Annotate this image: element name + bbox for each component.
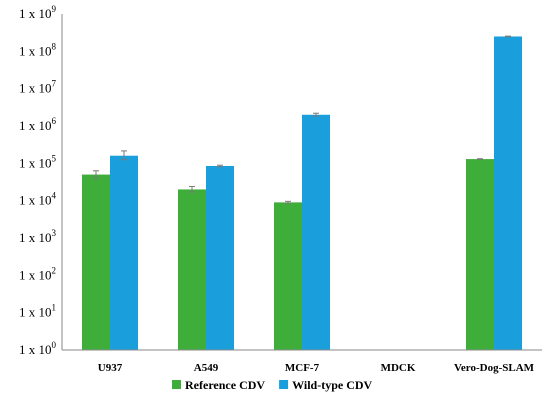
bar <box>274 202 302 350</box>
y-axis-ticks: 1 x 100 1 x 101 1 x 102 1 x 103 1 x 104 1 x 1… <box>19 4 57 357</box>
x-tick-label: Vero-Dog-SLAM <box>454 362 535 374</box>
x-axis-labels: U937 A549 MCF-7 MDCK Vero-Dog-SLAM <box>98 362 535 374</box>
legend-swatch <box>279 380 289 389</box>
y-tick-label: 1 x 102 <box>19 265 56 282</box>
bar <box>178 189 206 350</box>
legend-swatch <box>172 380 181 389</box>
legend-label: Reference CDV <box>185 378 265 392</box>
y-tick-label: 1 x 105 <box>19 153 57 170</box>
legend: Reference CDV Wild-type CDV <box>172 378 373 392</box>
y-tick-exponent: 7 <box>52 79 57 89</box>
bar <box>302 114 330 351</box>
bar <box>110 155 138 350</box>
y-tick-label: 1 x 108 <box>19 41 57 58</box>
y-tick-exponent: 2 <box>52 265 57 275</box>
y-tick-exponent: 5 <box>52 153 57 163</box>
y-tick-exponent: 4 <box>52 191 57 201</box>
bar <box>206 165 234 350</box>
bar <box>466 159 494 350</box>
legend-label: Wild-type CDV <box>292 378 372 392</box>
y-tick-label: 1 x 109 <box>19 4 57 21</box>
y-tick-label: 1 x 103 <box>19 228 57 245</box>
y-tick-label: 1 x 106 <box>19 116 57 133</box>
x-tick-label: MDCK <box>381 362 416 374</box>
y-tick-exponent: 3 <box>52 228 57 238</box>
y-tick-exponent: 0 <box>52 340 57 350</box>
y-tick-exponent: 1 <box>52 303 57 313</box>
y-tick-exponent: 6 <box>52 116 57 126</box>
x-tick-label: U937 <box>98 362 123 374</box>
y-tick-exponent: 8 <box>52 41 57 51</box>
y-tick-label: 1 x 100 <box>19 340 57 357</box>
bars <box>82 35 522 351</box>
x-tick-label: A549 <box>194 362 219 374</box>
y-tick-exponent: 9 <box>52 4 57 14</box>
x-tick-label: MCF-7 <box>285 362 320 374</box>
bar <box>494 36 522 351</box>
y-tick-label: 1 x 104 <box>19 191 57 208</box>
y-tick-label: 1 x 107 <box>19 79 57 96</box>
y-tick-label: 1 x 101 <box>19 303 56 320</box>
bar <box>82 174 110 350</box>
